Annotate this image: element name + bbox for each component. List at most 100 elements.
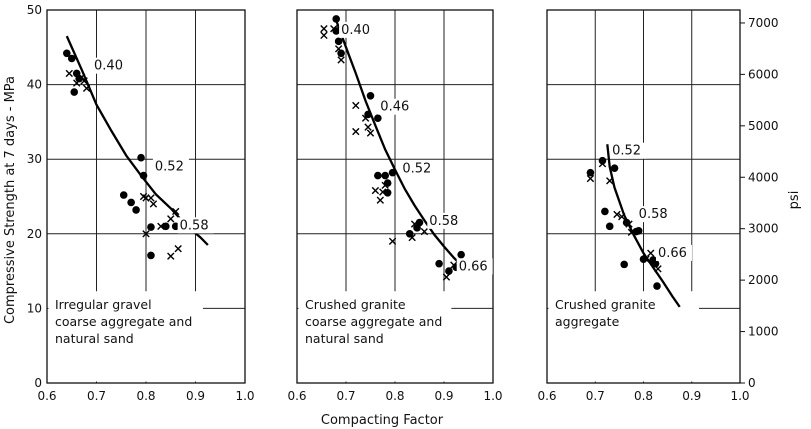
data-point-cross: [371, 186, 380, 195]
y-axis-left-label: Compressive Strength at 7 days - MPa: [3, 76, 18, 324]
data-point-filled: [601, 207, 609, 216]
data-point-cross: [352, 127, 360, 136]
data-point-cross: [157, 222, 165, 231]
x-tick-label: 0.9: [186, 389, 205, 403]
data-point-filled: [127, 198, 135, 207]
data-point-cross: [73, 79, 81, 87]
data-point-cross: [627, 228, 636, 237]
x-axis-label: Compacting Factor: [321, 413, 444, 428]
data-point-cross: [381, 181, 389, 190]
y-tick-label-left: 30: [27, 152, 42, 166]
x-tick-label: 1.0: [483, 389, 502, 403]
ratio-annotation: 0.52: [155, 159, 184, 174]
panel-1: 0.6 0.7 0.8 0.9 1.0 0 10 20 30 40 50 Irregular grav…: [27, 3, 255, 403]
data-point-cross: [379, 188, 387, 196]
x-tick-label: 0.6: [537, 389, 556, 403]
panel-caption-line: Crushed granite: [555, 297, 656, 312]
panel-caption-line: coarse aggregate and: [55, 314, 192, 329]
data-point-cross: [320, 31, 328, 40]
annotation-background: [636, 206, 673, 223]
data-point-cross: [80, 77, 88, 85]
annotation-background: [92, 57, 129, 74]
x-tick-label: 0.7: [586, 389, 605, 403]
panel-caption-line: aggregate: [555, 314, 620, 329]
data-point-filled: [388, 168, 397, 177]
data-point-filled: [374, 114, 382, 122]
data-point-cross: [625, 220, 633, 228]
data-point-filled: [374, 171, 382, 180]
y-tick-label-right: 7000: [748, 16, 779, 30]
ratio-annotation: 0.46: [380, 100, 409, 115]
caption-background: [548, 291, 700, 382]
data-point-filled: [610, 164, 619, 172]
data-point-cross: [65, 69, 73, 78]
data-point-cross: [442, 273, 451, 281]
data-point-cross: [334, 45, 343, 53]
data-point-cross: [618, 212, 626, 221]
data-point-filled: [70, 88, 79, 96]
annotation-background: [152, 158, 189, 175]
data-point-cross: [364, 123, 372, 131]
data-point-filled: [605, 222, 614, 231]
data-point-cross: [167, 215, 175, 223]
data-point-cross: [376, 196, 384, 204]
data-point-cross: [408, 233, 416, 242]
data-point-cross: [361, 114, 370, 122]
data-point-filled: [332, 15, 341, 23]
annotation-background: [339, 21, 376, 38]
data-point-filled: [171, 222, 180, 231]
data-point-cross: [613, 210, 621, 219]
y-tick-label-right: 2000: [748, 273, 779, 287]
data-point-filled: [445, 267, 453, 275]
y-tick-label-right: 5000: [748, 119, 779, 133]
data-point-filled: [634, 227, 643, 235]
data-point-filled: [63, 49, 71, 58]
panel-2: 0.6 0.7 0.8 0.9 1.0 Crushed granite coarse agg…: [287, 9, 503, 403]
annotation-background: [610, 142, 647, 159]
data-point-cross: [149, 200, 158, 208]
data-point-filled: [651, 259, 660, 268]
x-tick-label: 0.8: [385, 389, 404, 403]
data-point-cross: [77, 73, 86, 81]
panel-caption-line: natural sand: [55, 331, 134, 346]
data-point-filled: [366, 91, 375, 100]
panel-caption-line: Crushed granite: [305, 297, 406, 312]
panel-3: 0.6 0.7 0.8 0.9 1.00 1000 2000 3000 4000 5000 6000…: [537, 9, 779, 403]
data-point-filled: [147, 251, 155, 260]
data-point-filled: [132, 206, 140, 214]
fitted-curve: [335, 20, 463, 266]
ratio-annotation: 0.58: [639, 207, 668, 222]
panel-caption-line: Irregular gravel: [55, 297, 152, 312]
x-tick-label: 0.6: [287, 389, 306, 403]
data-point-cross: [167, 252, 175, 260]
annotation-background: [378, 98, 415, 115]
data-point-filled: [381, 171, 390, 180]
data-point-cross: [647, 249, 655, 257]
x-tick-label: 0.7: [336, 389, 355, 403]
data-point-filled: [413, 224, 421, 232]
data-point-cross: [320, 24, 328, 33]
data-point-filled: [147, 223, 155, 231]
annotation-background: [177, 217, 214, 234]
data-point-cross: [586, 174, 595, 183]
data-point-filled: [457, 250, 465, 259]
y-tick-label-left: 40: [27, 78, 42, 92]
y-tick-label-left: 50: [27, 3, 42, 17]
caption-background: [298, 291, 452, 382]
data-point-cross: [330, 24, 338, 33]
x-tick-label: 0.8: [634, 389, 653, 403]
caption-background: [48, 291, 203, 382]
data-point-cross: [366, 129, 375, 137]
y-tick-label-left: 10: [27, 301, 42, 315]
data-point-filled: [137, 153, 145, 162]
fitted-curve: [606, 144, 681, 308]
data-point-cross: [642, 255, 650, 263]
data-point-cross: [388, 237, 397, 245]
fitted-curve: [65, 35, 209, 246]
y-tick-label-right: 4000: [748, 170, 779, 184]
data-point-filled: [639, 255, 648, 263]
ratio-annotation: 0.40: [341, 23, 370, 38]
data-point-cross: [598, 159, 607, 168]
y-tick-label-left: 20: [27, 227, 42, 241]
